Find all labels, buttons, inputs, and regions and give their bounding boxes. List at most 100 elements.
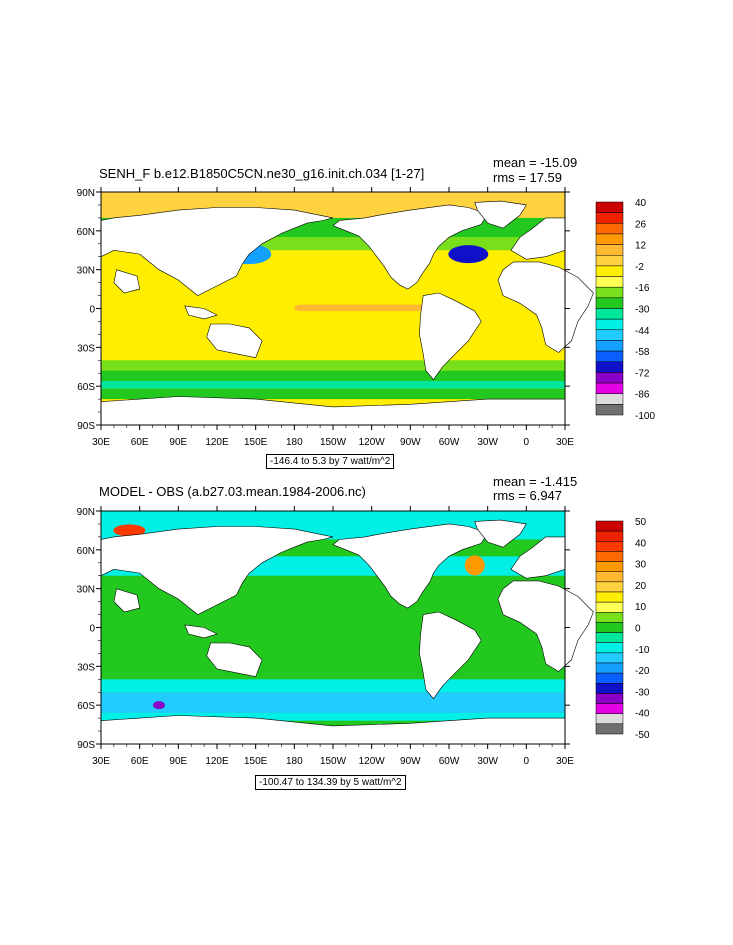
colorbar-swatch <box>595 286 624 299</box>
rms-value: rms = 6.947 <box>493 488 563 503</box>
x-tick-label: 30E <box>556 437 574 448</box>
x-tick-label: 30E <box>556 756 574 767</box>
land-mass <box>113 588 141 613</box>
colorbar-swatch <box>595 581 624 593</box>
map-area: 30E 60E 90E 120E 150E 180 150W 120W 90W 60W 30W 0 30… <box>77 506 594 767</box>
y-tick-label: 60S <box>77 701 95 712</box>
x-tick-label: 60W <box>439 437 460 448</box>
colorbar-swatch <box>595 612 624 623</box>
colorbar-label: -30 <box>635 305 650 316</box>
colorbar-swatch <box>595 255 624 267</box>
y-tick-label: 90N <box>77 507 95 518</box>
x-tick-label: 30E <box>92 756 110 767</box>
colorbar-label: -50 <box>635 730 650 741</box>
colorbar-label: -86 <box>635 390 650 401</box>
colorbar-swatch <box>595 541 624 552</box>
land-mass <box>206 323 263 359</box>
colorbar-label: -44 <box>635 326 650 337</box>
colorbar-swatch <box>595 530 624 542</box>
land-mass <box>206 642 263 678</box>
map-plot: 30E 60E 90E 120E 150E 180 150W 120W 90W 60W 30W 0 30… <box>77 506 650 767</box>
colorbar-swatch <box>595 223 624 235</box>
land-mass <box>497 580 594 672</box>
mean-value: mean = -1.415 <box>493 474 578 489</box>
field-band <box>101 679 565 693</box>
colorbar-swatch <box>595 329 624 341</box>
colorbar-label: -100 <box>635 411 655 422</box>
colorbar-swatch <box>595 642 624 654</box>
colorbar-swatch <box>595 361 624 373</box>
colorbar-swatch <box>595 340 624 352</box>
colorbar-label: 40 <box>635 198 647 209</box>
map-plot: 30E 60E 90E 120E 150E 180 150W 120W 90W 60W 30W 0 30… <box>77 187 655 448</box>
land-mass <box>100 526 334 615</box>
colorbar-label: 50 <box>635 517 647 528</box>
colorbar-label: -16 <box>635 283 650 294</box>
x-tick-label: 60E <box>131 437 149 448</box>
colorbar-swatch <box>595 297 624 309</box>
y-tick-label: 90N <box>77 188 95 199</box>
x-tick-label: 150E <box>244 437 268 448</box>
y-tick-label: 90S <box>77 740 95 751</box>
colorbar-swatch <box>595 350 624 363</box>
land-mass <box>419 611 482 700</box>
field-band <box>101 360 565 371</box>
y-tick-label: 60N <box>77 227 95 238</box>
land-mass <box>100 207 334 296</box>
mean-value: mean = -15.09 <box>493 155 578 170</box>
colorbar-swatch <box>595 571 624 583</box>
colorbar-label: -2 <box>635 262 644 273</box>
x-tick-label: 120E <box>205 437 229 448</box>
y-tick-label: 90S <box>77 421 95 432</box>
land-mass <box>332 523 489 609</box>
colorbar-swatch <box>595 662 624 674</box>
field-band <box>101 380 565 389</box>
field-patch <box>113 524 146 537</box>
colorbar-swatch <box>595 591 624 603</box>
field-patch <box>153 701 165 710</box>
land-mass <box>184 624 218 639</box>
field-band <box>101 692 565 713</box>
plot-title: SENH_F b.e12.B1850C5CN.ne30_g16.init.ch.… <box>99 166 425 181</box>
x-tick-label: 180 <box>286 756 303 767</box>
colorbar-swatch <box>595 632 624 643</box>
plot-title: MODEL - OBS (a.b27.03.mean.1984-2006.nc) <box>99 484 366 499</box>
x-tick-label: 180 <box>286 437 303 448</box>
field-band <box>101 712 565 721</box>
x-tick-label: 0 <box>524 437 530 448</box>
land-mass <box>510 536 566 579</box>
y-tick-label: 30N <box>77 585 95 596</box>
x-tick-label: 90W <box>400 756 421 767</box>
x-tick-label: 90W <box>400 437 421 448</box>
colorbar-swatch <box>595 372 624 384</box>
field-band <box>101 388 565 400</box>
rms-value: rms = 17.59 <box>493 170 563 185</box>
land-mass <box>332 204 489 290</box>
field-patch <box>464 555 485 576</box>
y-tick-label: 30N <box>77 266 95 277</box>
land-mass <box>184 305 218 320</box>
colorbar-label: 40 <box>635 538 647 549</box>
colorbar: 40 26 12 -2 -16 -30 -44 -58 -72 -86 -100 <box>595 198 655 422</box>
x-tick-label: 90E <box>169 756 187 767</box>
colorbar-swatch <box>595 233 624 245</box>
y-tick-label: 0 <box>89 624 95 635</box>
y-tick-label: 60N <box>77 546 95 557</box>
field-patch <box>448 245 489 264</box>
colorbar-swatch <box>595 404 624 416</box>
land-mass <box>474 519 527 548</box>
x-tick-label: 120E <box>205 756 229 767</box>
colorbar-swatch <box>595 265 624 277</box>
panel-model-minus-obs: MODEL - OBS (a.b27.03.mean.1984-2006.nc)… <box>0 470 733 800</box>
colorbar-swatch <box>595 520 624 532</box>
panel-sensible-heat-flux: SENH_F b.e12.B1850C5CN.ne30_g16.init.ch.… <box>0 150 733 470</box>
x-tick-label: 0 <box>524 756 530 767</box>
x-tick-label: 30W <box>477 756 498 767</box>
colorbar-swatch <box>595 672 624 684</box>
x-tick-label: 150W <box>320 437 347 448</box>
contour-range-label: -146.4 to 5.3 by 7 watt/m^2 <box>266 454 395 469</box>
land-mass <box>474 200 527 229</box>
colorbar-swatch <box>595 693 624 704</box>
x-tick-label: 60W <box>439 756 460 767</box>
x-tick-label: 120W <box>359 437 386 448</box>
